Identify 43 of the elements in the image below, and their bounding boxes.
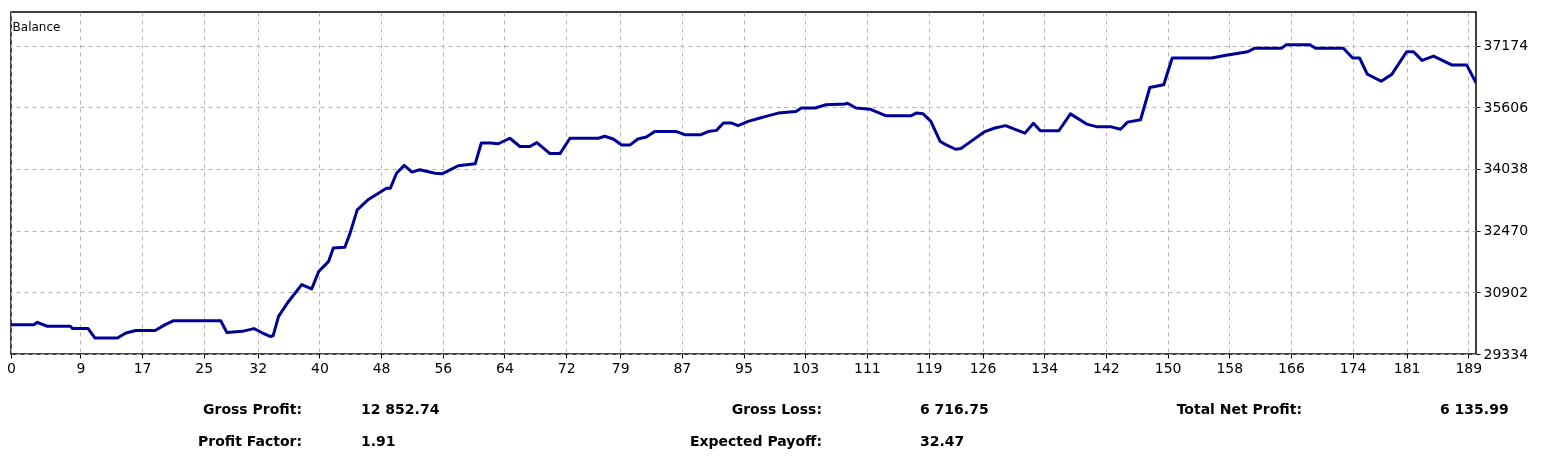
text: Gross Loss: <box>731 401 822 417</box>
x-tick-label: 72 <box>557 359 576 376</box>
text: 32.47 <box>920 433 965 449</box>
text: 12 852.74 <box>361 401 440 417</box>
y-tick-label: 29334 <box>1483 345 1529 362</box>
x-tick-label: 0 <box>7 359 16 376</box>
x-tick-label: 95 <box>735 359 753 376</box>
text: Balance <box>12 20 61 34</box>
x-tick-label: 134 <box>1031 359 1059 376</box>
x-tick-label: 87 <box>673 359 692 376</box>
x-tick-label: 64 <box>496 359 514 376</box>
x-tick-label: 48 <box>372 359 391 376</box>
text: Gross Profit: <box>202 401 302 417</box>
x-tick-label: 32 <box>249 359 268 376</box>
text: 6 135.99 <box>1440 401 1509 417</box>
line-series <box>11 43 1476 340</box>
x-tick-label: 142 <box>1093 359 1120 376</box>
text: Total Net Profit: <box>1176 401 1302 417</box>
text: Profit Factor: <box>197 433 302 449</box>
y-tick-label: 30902 <box>1483 283 1529 300</box>
x-tick-label: 166 <box>1278 359 1305 376</box>
y-tick-label: 34038 <box>1483 160 1529 177</box>
x-tick-label: 17 <box>133 359 152 376</box>
y-tick-label: 35606 <box>1483 98 1529 115</box>
text: Expected Payoff: <box>689 433 822 449</box>
text: 1.91 <box>361 433 396 449</box>
y-tick-label: 37174 <box>1483 37 1529 54</box>
x-tick-label: 189 <box>1455 359 1483 376</box>
y-tick-label: 32470 <box>1483 222 1529 239</box>
x-tick-label: 181 <box>1393 359 1421 376</box>
x-tick-label: 119 <box>915 359 943 376</box>
x-tick-label: 56 <box>434 359 453 376</box>
x-tick-label: 126 <box>969 359 997 376</box>
x-tick-label: 111 <box>854 359 881 376</box>
x-tick-label: 9 <box>76 359 86 376</box>
x-tick-label: 174 <box>1339 359 1367 376</box>
x-tick-label: 79 <box>611 359 630 376</box>
x-tick-label: 158 <box>1216 359 1244 376</box>
x-tick-label: 25 <box>195 359 214 376</box>
x-tick-label: 103 <box>792 359 820 376</box>
text: 6 716.75 <box>920 401 989 417</box>
x-tick-label: 40 <box>311 359 329 376</box>
x-tick-label: 150 <box>1154 359 1182 376</box>
